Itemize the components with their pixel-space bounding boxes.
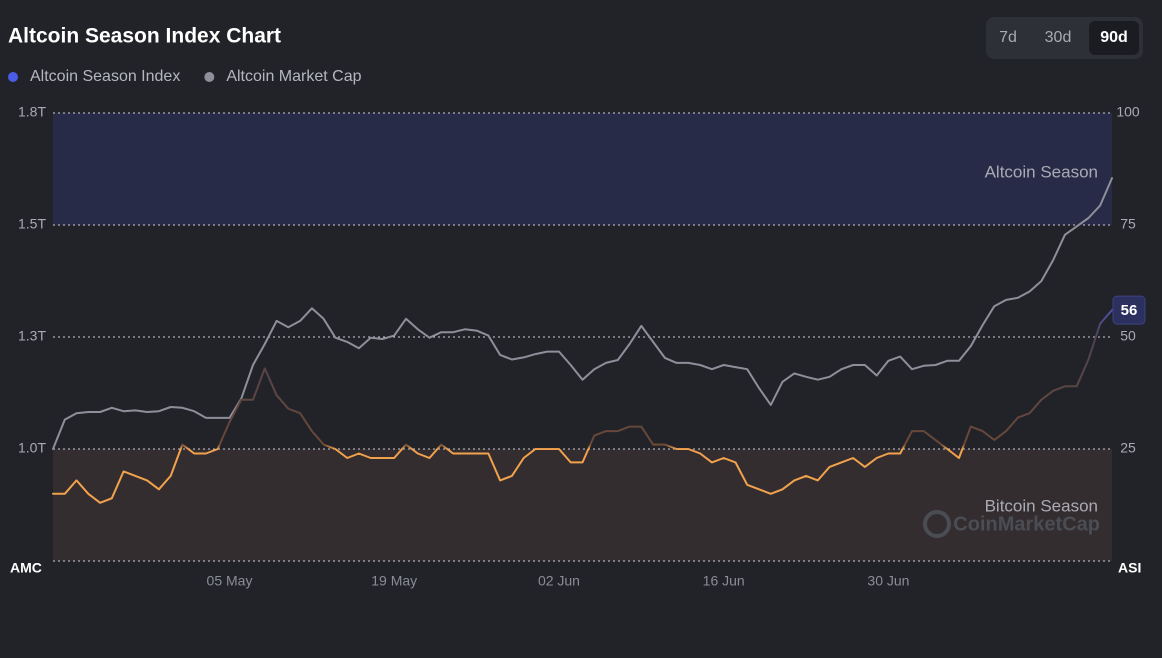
watermark: CoinMarketCap [953, 513, 1100, 535]
y-tick-label: 1.0T [18, 440, 46, 456]
y-axis-label: AMC [10, 560, 42, 576]
y-tick-label: 1.8T [18, 104, 46, 120]
x-tick-label: 16 Jun [703, 573, 745, 589]
x-tick-label: 19 May [371, 573, 417, 589]
value-badge [1112, 295, 1146, 325]
y2-tick-label: 100 [1116, 104, 1140, 120]
x-tick-label: 05 May [207, 573, 253, 589]
range-button-active [1089, 21, 1139, 55]
legend-marker [204, 72, 215, 82]
range-button[interactable]: 7d [999, 29, 1017, 46]
x-tick-label: 30 Jun [867, 573, 909, 589]
series-line [52, 177, 1113, 450]
chart-title: Altcoin Season Index Chart [8, 25, 281, 48]
band-label: Bitcoin Season [985, 496, 1098, 515]
y-tick-label: 1.5T [18, 216, 46, 232]
value-badge-label: 56 [1121, 302, 1138, 319]
legend-marker [8, 72, 18, 82]
series-line [52, 309, 1113, 504]
y2-tick-label: 25 [1120, 440, 1136, 456]
season-band [53, 113, 1112, 225]
range-button[interactable]: 30d [1045, 29, 1072, 46]
band-label: Altcoin Season [985, 162, 1098, 181]
y2-tick-label: 50 [1120, 328, 1136, 344]
season-band [53, 449, 1112, 561]
watermark-logo [923, 510, 951, 538]
x-tick-label: 02 Jun [538, 573, 580, 589]
legend-label: Altcoin Market Cap [226, 68, 361, 85]
y2-axis-label: ASI [1118, 560, 1141, 576]
legend-label: Altcoin Season Index [30, 68, 180, 85]
y-tick-label: 1.3T [18, 328, 46, 344]
y2-tick-label: 75 [1120, 216, 1136, 232]
range-button[interactable]: 90d [1100, 29, 1128, 46]
